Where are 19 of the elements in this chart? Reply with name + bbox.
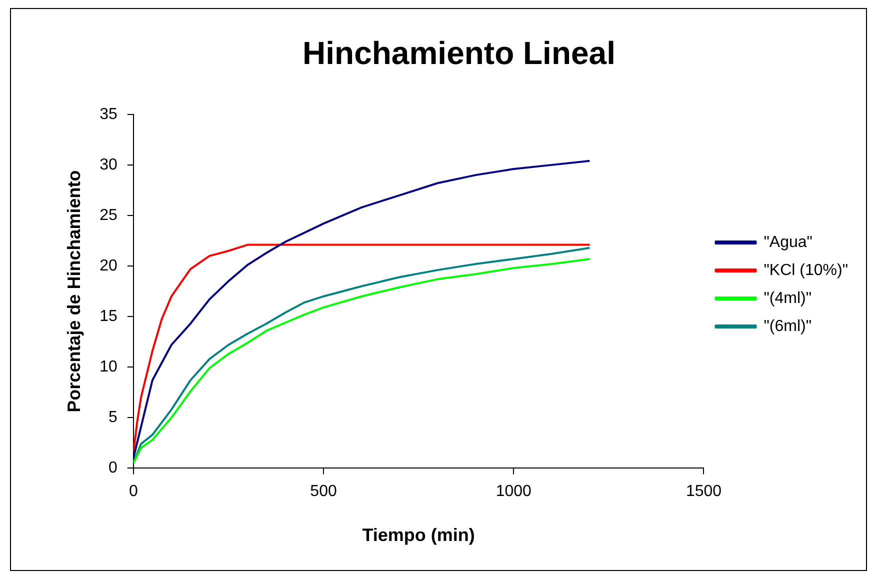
y-tick-label: 30 [100, 156, 118, 174]
y-tick-label: 0 [108, 460, 118, 477]
y-tick-label: 35 [100, 106, 118, 123]
x-tick-label: 1500 [686, 483, 722, 500]
legend-label: "Agua" [764, 234, 812, 251]
x-tick-label: 0 [128, 483, 138, 500]
chart-title: Hinchamiento Lineal [302, 35, 616, 72]
y-tick-label: 5 [108, 409, 118, 426]
x-tick-label: 1000 [496, 483, 532, 500]
legend-label: "(6ml)" [764, 318, 812, 335]
y-tick-label: 25 [100, 206, 118, 224]
y-axis-title: Porcentaje de Hinchamiento [64, 170, 84, 412]
y-tick-label: 20 [100, 257, 118, 274]
y-tick-label: 15 [100, 308, 118, 325]
x-axis-title: Tiempo (min) [362, 525, 475, 546]
legend-label: "KCl (10%)" [764, 262, 848, 279]
y-tick-label: 10 [100, 358, 118, 376]
legend-label: "(4ml)" [764, 290, 812, 307]
x-tick-label: 500 [310, 483, 337, 500]
